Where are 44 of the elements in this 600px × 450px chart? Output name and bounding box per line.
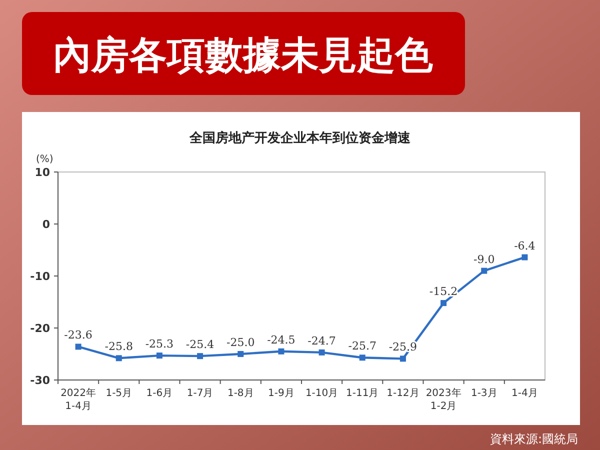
x-tick-label: 1-11月 bbox=[346, 388, 379, 399]
x-tick-label: 1-12月 bbox=[386, 388, 420, 399]
data-label: -15.2 bbox=[429, 285, 458, 298]
y-tick-label: 10 bbox=[34, 166, 50, 179]
x-tick-label: 1-9月 bbox=[268, 388, 294, 399]
data-label: -25.4 bbox=[186, 338, 214, 352]
point bbox=[116, 355, 122, 362]
point bbox=[400, 356, 406, 362]
data-label: -9.0 bbox=[474, 252, 495, 266]
point bbox=[197, 353, 204, 360]
point bbox=[75, 344, 82, 350]
y-tick-label: -20 bbox=[30, 322, 50, 335]
x-tick-label: 1-4月 bbox=[512, 388, 538, 399]
data-label: -24.5 bbox=[267, 333, 296, 346]
data-label: -23.6 bbox=[64, 328, 92, 342]
x-tick-label: 2022年 1-4月 bbox=[60, 387, 96, 412]
x-tick-label: 1-8月 bbox=[227, 388, 254, 399]
source-note: 資料來源:國統局 bbox=[490, 432, 578, 446]
chart-subtitle: 全国房地产开发企业本年到位资金增速 bbox=[188, 130, 412, 146]
point bbox=[318, 349, 325, 356]
x-tick-label: 1-6月 bbox=[146, 388, 173, 399]
data-label: -25.3 bbox=[145, 338, 174, 351]
point bbox=[522, 254, 528, 260]
chart-title: 內房各項數據未見起色 bbox=[53, 33, 433, 77]
point bbox=[278, 348, 284, 354]
point bbox=[359, 354, 366, 361]
point bbox=[440, 300, 447, 306]
y-axis-title: (%) bbox=[36, 154, 54, 165]
point bbox=[238, 351, 244, 357]
x-tick-label: 1-7月 bbox=[186, 388, 214, 399]
y-tick-label: 0 bbox=[42, 218, 50, 231]
x-tick-label: 2023年 1-2月 bbox=[426, 387, 462, 412]
data-label: -25.7 bbox=[348, 340, 376, 353]
point bbox=[481, 268, 488, 274]
data-label: -24.7 bbox=[308, 334, 336, 348]
data-label: -6.4 bbox=[514, 239, 536, 252]
y-tick-label: -30 bbox=[30, 374, 50, 387]
data-label: -25.8 bbox=[104, 340, 133, 354]
x-tick-label: 1-3月 bbox=[470, 388, 498, 399]
point bbox=[156, 352, 162, 359]
x-tick-label: 1-5月 bbox=[106, 388, 132, 399]
data-label: -25.0 bbox=[226, 336, 255, 349]
y-tick-label: -10 bbox=[30, 270, 50, 283]
x-tick-label: 1-10月 bbox=[305, 388, 338, 399]
